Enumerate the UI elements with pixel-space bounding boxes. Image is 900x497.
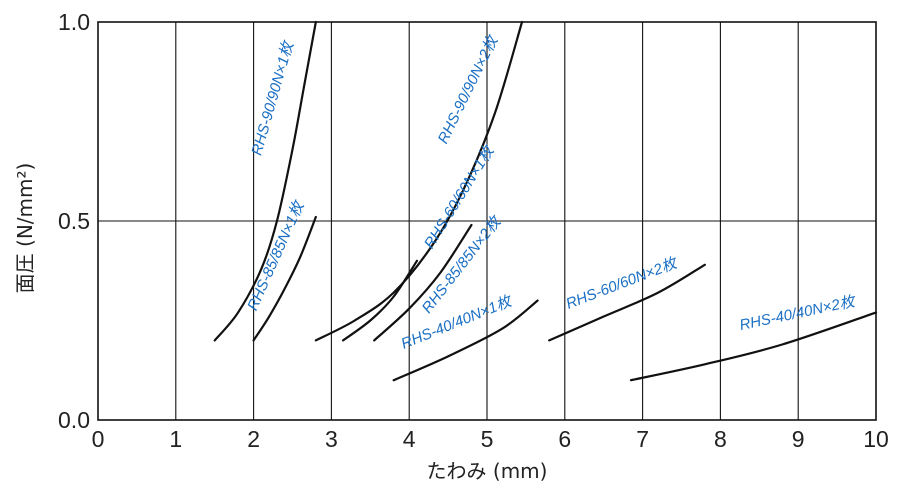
series-line-2 xyxy=(252,215,317,342)
series-line-1 xyxy=(213,20,317,342)
x-tick-label: 6 xyxy=(558,426,571,452)
series-label-7: RHS-60/60N×2枚 xyxy=(564,254,681,313)
y-tick-label: 1.0 xyxy=(58,9,90,35)
x-tick-label: 1 xyxy=(169,426,182,452)
series-label-3: RHS-90/90N×2枚 xyxy=(435,32,503,147)
y-tick-label: 0.0 xyxy=(58,407,90,433)
x-tick-labels: 0 1 2 3 4 5 6 7 8 9 10 xyxy=(92,426,889,452)
x-tick-label: 7 xyxy=(636,426,649,452)
x-tick-label: 4 xyxy=(403,426,416,452)
x-tick-label: 8 xyxy=(714,426,727,452)
y-tick-label: 0.5 xyxy=(58,208,90,234)
series-line-4 xyxy=(341,259,419,342)
x-tick-label: 5 xyxy=(481,426,494,452)
y-axis-title: 面圧 (N/mm²) xyxy=(13,163,37,294)
series-label-1: RHS-90/90N×1枚 xyxy=(248,38,297,157)
plot-frame xyxy=(97,21,877,421)
y-tick-labels: 0.0 0.5 1.0 xyxy=(58,9,90,433)
x-tick-label: 10 xyxy=(863,426,889,452)
series-line-7 xyxy=(548,263,706,342)
x-axis-title: たわみ (mm) xyxy=(427,459,548,483)
x-tick-label: 0 xyxy=(92,426,105,452)
x-tick-label: 9 xyxy=(792,426,805,452)
series-line-8 xyxy=(629,311,878,382)
series-labels: RHS-90/90N×1枚RHS-85/85N×1枚RHS-90/90N×2枚R… xyxy=(244,32,858,353)
series-line-5 xyxy=(373,223,473,342)
x-tick-label: 3 xyxy=(325,426,338,452)
series-line-3 xyxy=(314,20,524,342)
grid xyxy=(98,22,876,420)
series-curves xyxy=(213,20,878,382)
x-tick-label: 2 xyxy=(247,426,260,452)
series-line-6 xyxy=(392,299,539,382)
